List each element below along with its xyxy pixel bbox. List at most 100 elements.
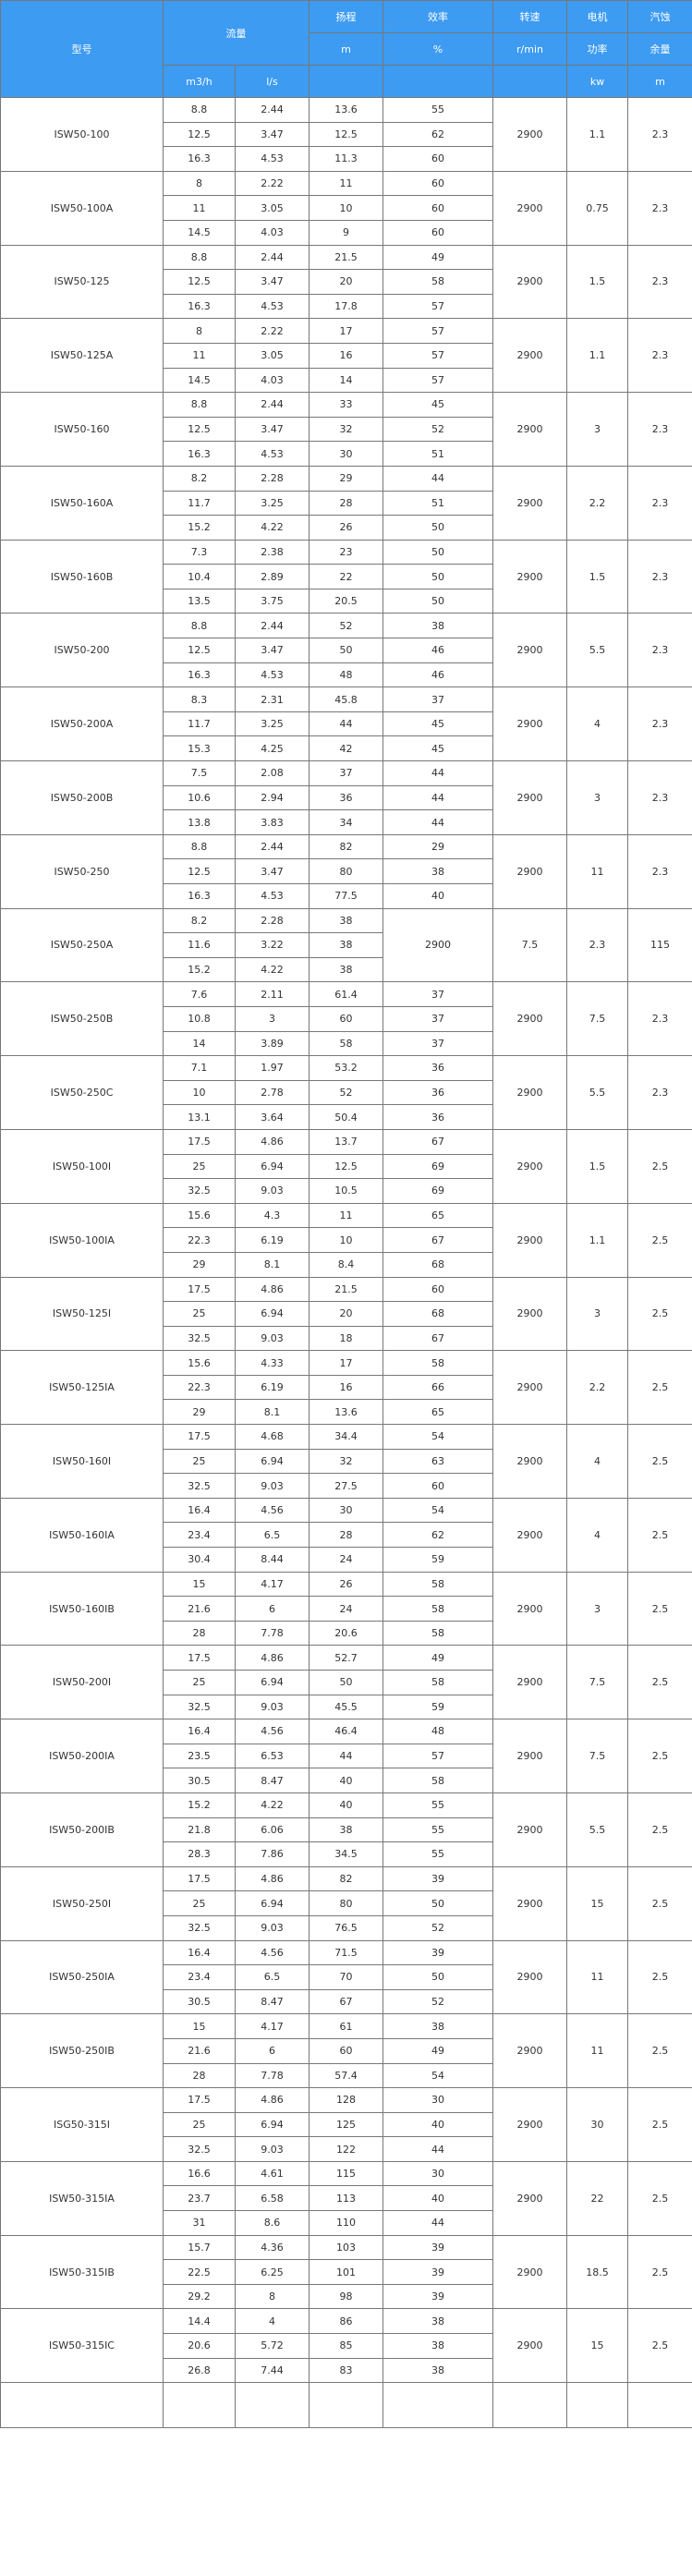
value-cell: 25 — [163, 1153, 236, 1180]
value-cell: 44 — [382, 465, 493, 492]
value-cell: 28.3 — [163, 1841, 236, 1867]
value-cell: 28 — [309, 490, 383, 516]
shared-cell: 2900 — [492, 2234, 567, 2310]
data-row: 25 6.94 80 50 — [1, 1890, 692, 1916]
value-cell: 31 — [163, 2210, 236, 2236]
data-row: ISW50-315IB 15.7 4.36 103 39 2900 18.5 2.5 — [0, 2234, 692, 2310]
data-row: 16.3 4.53 30 51 — [1, 441, 692, 467]
model-cell: ISW50-200I — [0, 1645, 164, 1720]
value-cell: 54 — [382, 1424, 493, 1450]
shared-cell: 15 — [566, 1865, 628, 1941]
value-cell: 7.3 — [163, 539, 236, 565]
header-row: 型号 流量 扬程 效率 转速 电机 汽蚀 — [0, 0, 692, 98]
shared-cell: 2900 — [492, 2160, 567, 2236]
value-cell: 8.47 — [235, 1768, 310, 1793]
value-cell: 66 — [382, 1374, 493, 1401]
data-row: ISW50-200 8.8 2.44 52 38 2900 5.5 2.3 — [0, 613, 692, 688]
blank-row — [0, 2382, 692, 2429]
data-row: 28 7.78 57.4 54 — [1, 2062, 692, 2089]
value-cell: 12.5 — [163, 416, 236, 443]
data-row: 11.6 3.22 38 — [1, 932, 692, 958]
value-cell: 36 — [382, 1079, 493, 1106]
shared-cell: 2.5 — [627, 1350, 692, 1426]
value-cell: 2.28 — [235, 907, 310, 934]
value-cell: 7.5 — [163, 760, 236, 786]
value-cell: 13.7 — [309, 1128, 383, 1155]
value-cell: 8.6 — [235, 2210, 310, 2236]
shared-cell: 2900 — [492, 1645, 567, 1720]
value-cell: 55 — [382, 1841, 493, 1867]
value-cell: 57 — [382, 367, 493, 394]
value-cell: 55 — [382, 1792, 493, 1818]
value-cell: 23.4 — [163, 1522, 236, 1549]
value-cell: 57 — [382, 293, 493, 320]
value-cell: 2.44 — [235, 244, 310, 271]
value-cell: 6.19 — [235, 1227, 310, 1253]
model-cell: ISW50-100 — [0, 97, 164, 172]
value-cell: 17.5 — [163, 1276, 236, 1303]
value-cell: 8.1 — [235, 1251, 310, 1278]
value-cell: 60 — [382, 195, 493, 221]
value-cell: 28 — [163, 1620, 236, 1646]
value-cell: 13.1 — [163, 1104, 236, 1130]
value-cell: 2.22 — [235, 318, 310, 344]
value-cell: 26.8 — [163, 2357, 236, 2384]
value-cell: 4.86 — [235, 1128, 310, 1155]
value-cell: 11 — [163, 342, 236, 369]
value-cell: 38 — [382, 858, 493, 884]
value-cell: 16.3 — [163, 441, 236, 467]
value-cell: 11 — [309, 170, 383, 197]
value-cell: 13.8 — [163, 809, 236, 835]
shared-cell: 2.3 — [627, 613, 692, 688]
shared-cell: 2.5 — [627, 1792, 692, 1867]
value-cell: 60 — [382, 1276, 493, 1303]
value-cell: 44 — [382, 809, 493, 835]
value-cell: 6.19 — [235, 1374, 310, 1401]
value-cell: 38 — [382, 613, 493, 639]
value-cell: 52 — [382, 416, 493, 443]
value-cell: 6 — [235, 1596, 310, 1622]
header-cell — [492, 65, 567, 98]
data-row: 13.1 3.64 50.4 36 — [1, 1104, 692, 1130]
value-cell: 7.6 — [163, 981, 236, 1007]
value-cell: 4.86 — [235, 1645, 310, 1671]
value-cell: 50 — [382, 515, 493, 541]
value-cell: 60 — [382, 170, 493, 197]
shared-cell: 7.5 — [566, 1645, 628, 1720]
value-cell: 4.61 — [235, 2160, 310, 2187]
value-cell: 10 — [163, 1079, 236, 1106]
value-cell: 21.5 — [309, 244, 383, 271]
value-cell: 101 — [309, 2259, 383, 2285]
value-cell: 82 — [309, 1865, 383, 1892]
value-cell: 26 — [309, 515, 383, 541]
shared-cell: 2900 — [492, 613, 567, 688]
shared-cell: 2900 — [492, 1055, 567, 1130]
value-cell: 6.58 — [235, 2185, 310, 2212]
value-cell: 10 — [309, 195, 383, 221]
data-row: 21.8 6.06 38 55 — [1, 1817, 692, 1843]
data-row: 21.6 6 24 58 — [1, 1596, 692, 1622]
value-cell: 54 — [382, 1497, 493, 1524]
value-cell: 58 — [382, 1620, 493, 1646]
shared-cell: 2.3 — [627, 687, 692, 762]
value-cell: 30.5 — [163, 1768, 236, 1793]
value-cell: 27.5 — [309, 1473, 383, 1499]
shared-cell: 2900 — [492, 244, 567, 320]
cell — [627, 2382, 692, 2429]
value-cell: 54 — [382, 2062, 493, 2089]
value-cell: 67 — [382, 1227, 493, 1253]
data-row: 22.5 6.25 101 39 — [1, 2259, 692, 2285]
value-cell: 50.4 — [309, 1104, 383, 1130]
value-cell: 4.17 — [235, 1571, 310, 1598]
value-cell: 50 — [382, 588, 493, 614]
data-row: ISW50-100 8.8 2.44 13.6 55 2900 1.1 2.3 — [0, 97, 692, 172]
data-row: 14.5 4.03 14 57 — [1, 367, 692, 394]
shared-cell: 2.5 — [627, 1939, 692, 2015]
value-cell: 38 — [309, 956, 383, 983]
value-cell: 16.4 — [163, 1939, 236, 1966]
value-cell: 29 — [309, 465, 383, 492]
data-row: ISW50-160B 7.3 2.38 23 50 2900 1.5 2.3 — [0, 539, 692, 614]
model-cell: ISW50-100I — [0, 1128, 164, 1204]
shared-cell: 1.1 — [566, 1202, 628, 1278]
